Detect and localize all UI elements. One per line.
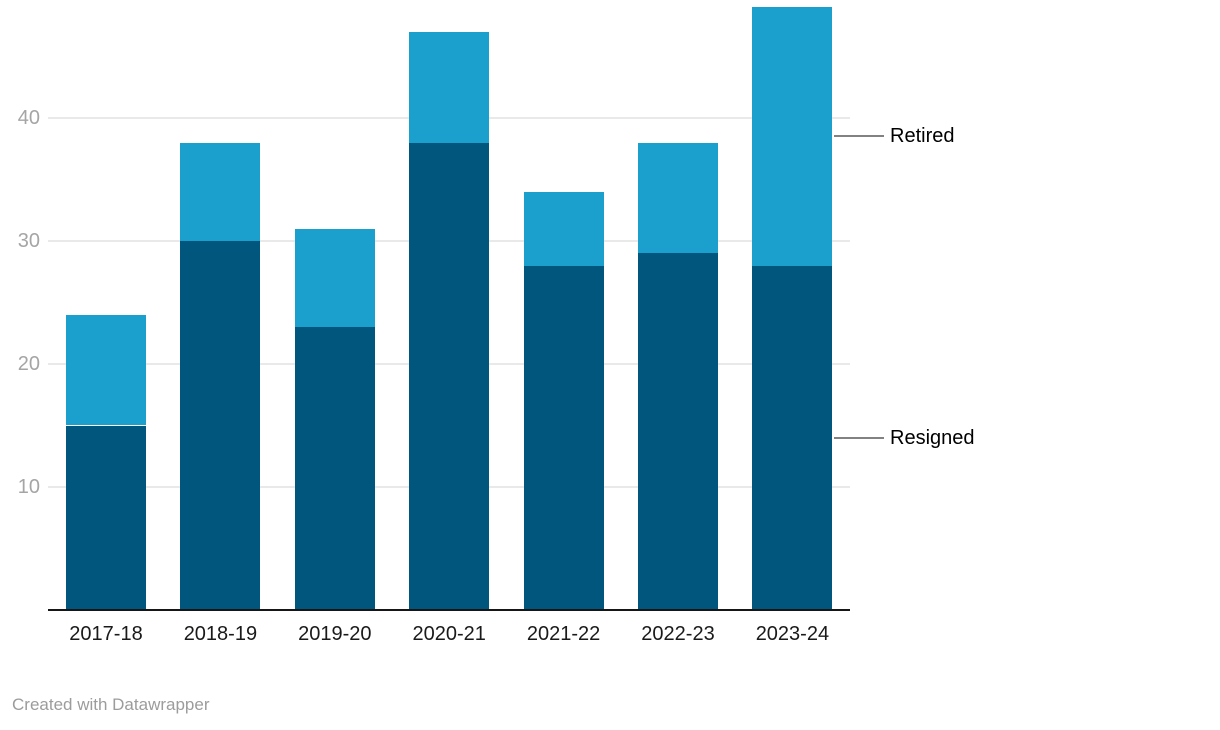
y-tick-label-20: 20 (17, 353, 40, 375)
legend-label-resigned: Resigned (890, 426, 975, 449)
legend-leader-line-resigned (834, 436, 884, 439)
datawrapper-credit: Created with Datawrapper (12, 695, 210, 714)
bar-segment-resigned-2019-20[interactable] (294, 327, 375, 610)
bar-segment-retired-2022-23[interactable] (638, 142, 718, 254)
bar-segment-retired-2017-18[interactable] (66, 314, 146, 426)
legend-label-retired: Retired (890, 125, 955, 148)
y-tick-label-10: 10 (17, 476, 40, 498)
x-tick-label-2019-20: 2019-20 (298, 623, 372, 645)
x-tick-label-2018-19: 2018-19 (183, 623, 258, 645)
y-tick-label-40: 40 (17, 107, 40, 129)
x-tick-label-2023-24: 2023-24 (755, 623, 830, 645)
y-tick-label-30: 30 (17, 230, 40, 252)
x-tick-label-2021-22: 2021-22 (526, 623, 601, 645)
bar-segment-resigned-2023-24[interactable] (752, 265, 833, 610)
bar-segment-resigned-2020-21[interactable] (409, 142, 490, 610)
bar-segment-resigned-2018-19[interactable] (180, 241, 261, 610)
x-axis-line (48, 609, 850, 611)
bar-segment-retired-2018-19[interactable] (180, 142, 261, 241)
bar-segment-resigned-2021-22[interactable] (523, 265, 604, 610)
bar-segment-retired-2021-22[interactable] (523, 191, 604, 266)
x-tick-label-2020-21: 2020-21 (412, 623, 486, 645)
bar-segment-resigned-2022-23[interactable] (638, 253, 718, 610)
x-tick-label-2017-18: 2017-18 (69, 623, 143, 645)
bar-segment-retired-2023-24[interactable] (752, 7, 833, 266)
bar-segment-retired-2019-20[interactable] (294, 228, 375, 328)
bar-segment-resigned-2017-18[interactable] (66, 425, 146, 610)
x-tick-label-2022-23: 2022-23 (641, 623, 715, 645)
bar-segment-retired-2020-21[interactable] (409, 31, 490, 143)
legend-leader-line-retired (834, 135, 884, 138)
